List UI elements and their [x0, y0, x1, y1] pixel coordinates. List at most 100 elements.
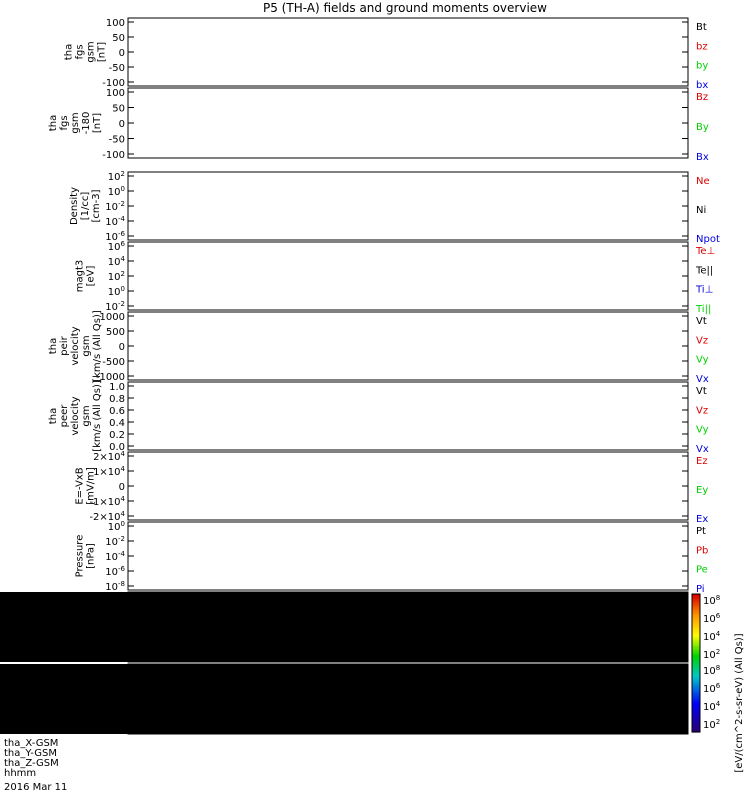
- y-axis-label: Pressure: [75, 535, 86, 578]
- legend-entry: Vz: [696, 335, 708, 346]
- colorbar-cell: [692, 646, 700, 650]
- y-axis-label: tha: [48, 338, 59, 354]
- colorbar-cell: [692, 688, 700, 692]
- legend-entry: Pe: [696, 565, 708, 576]
- colorbar-cell: [692, 681, 700, 685]
- colorbar-cell: [692, 663, 700, 666]
- colorbar-cell: [692, 697, 700, 701]
- y-tick-label: -50: [109, 135, 125, 146]
- y-tick-label: 0: [119, 342, 125, 353]
- y-axis-label: [km/s (All Qs)]: [92, 380, 103, 452]
- legend-entry: Pi: [696, 584, 705, 595]
- panel-frame-peir_velocity: [127, 311, 689, 381]
- y-tick-label: 100: [108, 185, 125, 198]
- legend-entry: Ez: [696, 456, 708, 467]
- colorbar-cell: [692, 607, 700, 611]
- legend-entry: Vt: [696, 386, 707, 397]
- colorbar-label: [eV/(cm^2-s-sr-eV) (All Qs)]: [734, 633, 745, 772]
- colorbar-cell: [692, 729, 700, 733]
- x-axis-row-label: tha_X-GSM: [4, 738, 58, 749]
- colorbar-cell: [692, 699, 700, 703]
- y-axis-label: [nT]: [97, 42, 108, 62]
- colorbar-cell: [692, 704, 700, 708]
- y-axis-label: gsm: [81, 335, 92, 356]
- panel-frame-peer_velocity: [127, 381, 689, 451]
- colorbar-cell: [692, 621, 700, 625]
- legend-entry: Vx: [696, 444, 709, 455]
- colorbar-cell: [692, 676, 700, 680]
- legend-entry: Te||: [695, 265, 713, 276]
- y-axis-label: gsm: [81, 405, 92, 426]
- legend-entry: By: [696, 122, 709, 133]
- y-axis-label: E=-VxB: [75, 467, 86, 504]
- colorbar-cell: [692, 715, 700, 719]
- colorbar-cell: [692, 623, 700, 627]
- y-axis-label: [nT]: [92, 113, 103, 133]
- y-axis-label: peer: [59, 404, 70, 428]
- y-tick-label: 10-8: [105, 580, 125, 593]
- spectrogram-peir: [0, 592, 688, 662]
- colorbar-cell: [692, 656, 700, 659]
- colorbar-cell: [692, 686, 700, 689]
- legend-entry: Vy: [696, 425, 709, 436]
- panel-frame-fgs: [127, 17, 689, 87]
- y-tick-label: 1.0: [109, 382, 125, 393]
- colorbar-cell: [692, 640, 700, 643]
- x-axis-row-label: tha_Y-GSM: [4, 748, 57, 759]
- x-axis-row-label: tha_Z-GSM: [4, 758, 59, 769]
- colorbar-cell: [692, 596, 700, 600]
- y-axis-label: [mV/m]: [86, 467, 97, 505]
- x-axis-date: 2016 Mar 11: [4, 782, 67, 793]
- y-tick-label: 1000: [100, 312, 125, 323]
- y-tick-label: -2×104: [89, 510, 125, 523]
- y-axis-label: [eV]: [86, 266, 97, 287]
- panel-frame-efield: [127, 451, 689, 521]
- y-axis-label: tha: [64, 44, 75, 60]
- colorbar-cell: [692, 672, 700, 676]
- y-tick-label: 10-4: [105, 550, 125, 563]
- y-axis-label: tha: [48, 408, 59, 424]
- y-tick-label: 10-2: [105, 535, 125, 548]
- colorbar-cell: [692, 637, 700, 641]
- y-axis-label: [1/cc]: [80, 192, 91, 221]
- y-tick-label: 0.0: [109, 442, 125, 453]
- colorbar-cell: [692, 683, 700, 687]
- y-tick-label: 10-2: [105, 200, 125, 213]
- colorbar-cell: [692, 679, 700, 682]
- colorbar-cell: [692, 658, 700, 662]
- panel-frame: [127, 591, 689, 663]
- y-tick-label: 106: [108, 240, 126, 253]
- colorbar-cell: [692, 603, 700, 607]
- y-axis-label: [km/s (All Qs)]: [92, 310, 103, 382]
- y-axis-label: fgs: [59, 115, 70, 130]
- legend-entry: Ex: [696, 514, 708, 525]
- spectrogram-nodata: [0, 664, 688, 734]
- y-tick-label: 50: [112, 33, 125, 44]
- colorbar-cell: [692, 598, 700, 602]
- colorbar-cell: [692, 667, 700, 671]
- y-tick-label: 10-6: [105, 565, 125, 578]
- y-axis-label: velocity: [70, 396, 81, 435]
- y-tick-label: 0: [119, 119, 125, 130]
- y-axis-label: fgs: [75, 44, 86, 59]
- panel-frame-fgs_dsl: [127, 87, 689, 159]
- colorbar-cell: [692, 725, 700, 728]
- legend-entry: Ne: [696, 176, 710, 187]
- legend-entry: Ey: [696, 485, 708, 496]
- legend-entry: Vt: [696, 316, 707, 327]
- colorbar-tick: 102: [703, 648, 720, 661]
- colorbar-cell: [692, 651, 700, 655]
- y-tick-label: 0: [119, 48, 125, 59]
- colorbar-cell: [692, 649, 700, 653]
- y-tick-label: 10-2: [105, 300, 125, 313]
- y-tick-label: 2×104: [93, 450, 125, 463]
- panel-frame: [127, 663, 689, 735]
- y-axis-label: [cm-3]: [91, 189, 102, 222]
- colorbar-frame: [691, 593, 701, 733]
- colorbar-cell: [692, 695, 700, 699]
- colorbar-cell: [692, 635, 700, 639]
- colorbar-cell: [692, 722, 700, 726]
- panel-frame-density: [127, 171, 689, 241]
- y-tick-label: 100: [106, 18, 125, 29]
